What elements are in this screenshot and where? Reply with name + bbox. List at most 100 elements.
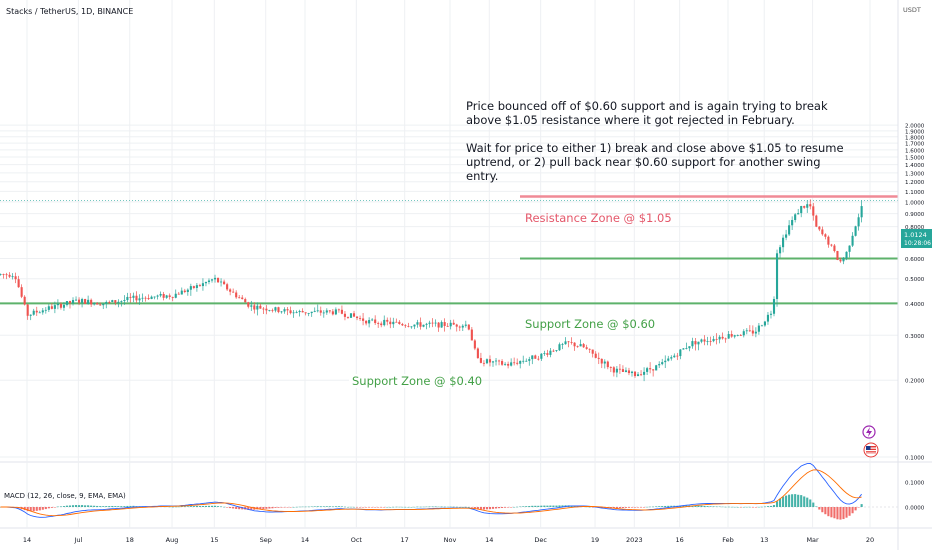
macd-histogram-bar xyxy=(129,505,132,507)
macd-histogram-bar xyxy=(431,506,434,507)
candle-body xyxy=(715,338,718,340)
macd-histogram-bar xyxy=(510,507,513,508)
macd-histogram-bar xyxy=(26,507,29,512)
macd-histogram-bar xyxy=(271,507,274,509)
macd-histogram-bar xyxy=(537,505,540,507)
candle-body xyxy=(304,312,307,314)
candle-body xyxy=(126,296,129,301)
macd-histogram-bar xyxy=(334,506,337,507)
candle-body xyxy=(446,325,449,327)
time-tick-label: 14 xyxy=(301,536,309,544)
candle-body xyxy=(216,277,220,283)
macd-histogram-bar xyxy=(377,507,380,508)
macd-histogram-bar xyxy=(174,506,177,508)
candle-body xyxy=(603,361,606,364)
macd-histogram-bar xyxy=(842,507,845,520)
candle-body xyxy=(615,368,618,373)
macd-histogram-bar xyxy=(800,495,803,507)
macd-histogram-bar xyxy=(452,506,455,508)
macd-histogram-bar xyxy=(183,506,186,507)
macd-histogram-bar xyxy=(491,507,495,509)
candle-body xyxy=(355,316,359,319)
candle-body xyxy=(440,322,443,328)
candle-body xyxy=(788,225,791,235)
candle-body xyxy=(785,234,788,238)
macd-histogram-bar xyxy=(440,506,443,508)
macd-histogram-bar xyxy=(362,507,365,508)
time-tick-label: 15 xyxy=(210,536,218,544)
candle-body xyxy=(392,321,395,325)
macd-histogram-bar xyxy=(177,506,180,508)
macd-histogram-bar xyxy=(818,507,821,510)
lightning-icon[interactable] xyxy=(862,425,876,439)
macd-histogram-bar xyxy=(102,506,105,507)
time-tick-label: Sep xyxy=(260,536,272,544)
macd-histogram-bar xyxy=(374,507,377,508)
macd-histogram-bar xyxy=(467,506,470,508)
macd-histogram-bar xyxy=(788,494,791,507)
macd-histogram-bar xyxy=(410,506,413,508)
candle-body xyxy=(292,312,295,314)
macd-histogram-bar xyxy=(168,506,171,508)
candle-body xyxy=(395,321,398,323)
candle-body xyxy=(760,325,763,327)
candle-body xyxy=(576,346,579,348)
candle-body xyxy=(286,309,289,311)
candle-body xyxy=(365,320,368,324)
candle-body xyxy=(712,338,715,342)
candle-body xyxy=(168,295,171,297)
candle-body xyxy=(346,316,350,318)
macd-histogram-bar xyxy=(65,505,69,507)
macd-line xyxy=(0,463,862,518)
candle-body xyxy=(371,319,374,321)
macd-histogram-bar xyxy=(259,507,262,510)
time-tick-label: 14 xyxy=(485,536,493,544)
macd-histogram-bar xyxy=(277,507,280,508)
macd-histogram-bar xyxy=(458,506,461,508)
candle-body xyxy=(763,321,766,326)
candle-body xyxy=(537,358,540,360)
candle-body xyxy=(93,303,96,305)
macd-histogram-bar xyxy=(479,507,482,510)
annotation-text: Price bounced off of $0.60 support and i… xyxy=(466,99,844,183)
macd-histogram-bar xyxy=(35,507,38,511)
macd-histogram-bar xyxy=(389,506,392,508)
macd-histogram-bar xyxy=(513,506,516,508)
candle-body xyxy=(766,314,770,322)
macd-histogram-bar xyxy=(171,506,174,508)
candle-body xyxy=(56,303,59,306)
macd-histogram-bar xyxy=(84,505,87,507)
macd-histogram-bar xyxy=(461,506,464,508)
candle-body xyxy=(528,359,531,361)
macd-histogram-bar xyxy=(464,506,467,508)
candle-body xyxy=(74,299,78,301)
candle-body xyxy=(809,204,812,207)
candle-body xyxy=(646,368,649,372)
candle-body xyxy=(244,299,247,303)
macd-histogram-bar xyxy=(262,507,265,509)
macd-histogram-bar xyxy=(845,507,848,518)
candle-body xyxy=(504,363,507,365)
candle-body xyxy=(120,301,123,302)
macd-histogram-bar xyxy=(621,507,624,508)
candle-body xyxy=(280,311,283,313)
candle-body xyxy=(513,362,516,364)
candle-body xyxy=(467,324,470,330)
support-zone-040-label: Support Zone @ $0.40 xyxy=(352,374,482,388)
us-flag-icon[interactable] xyxy=(863,442,879,458)
time-axis[interactable]: 14 Jul 18 Aug 15 Sep 14 Oct 17 Nov 14 Dec 19 2023 16 Fe… xyxy=(23,536,874,544)
candle-body xyxy=(183,290,186,293)
macd-histogram-bar xyxy=(712,506,715,507)
candle-body xyxy=(129,296,132,298)
candle-body xyxy=(757,325,760,332)
candle-body xyxy=(470,329,473,341)
annotation-line: Wait for price to either 1) break and cl… xyxy=(466,141,844,155)
candle-body xyxy=(289,310,292,314)
macd-histogram-bar xyxy=(81,505,84,507)
candle-body xyxy=(591,349,594,354)
macd-histogram-bar xyxy=(304,506,307,508)
candle-body xyxy=(235,292,238,298)
time-tick-label: 13 xyxy=(760,536,768,544)
macd-histogram-bar xyxy=(434,506,437,507)
